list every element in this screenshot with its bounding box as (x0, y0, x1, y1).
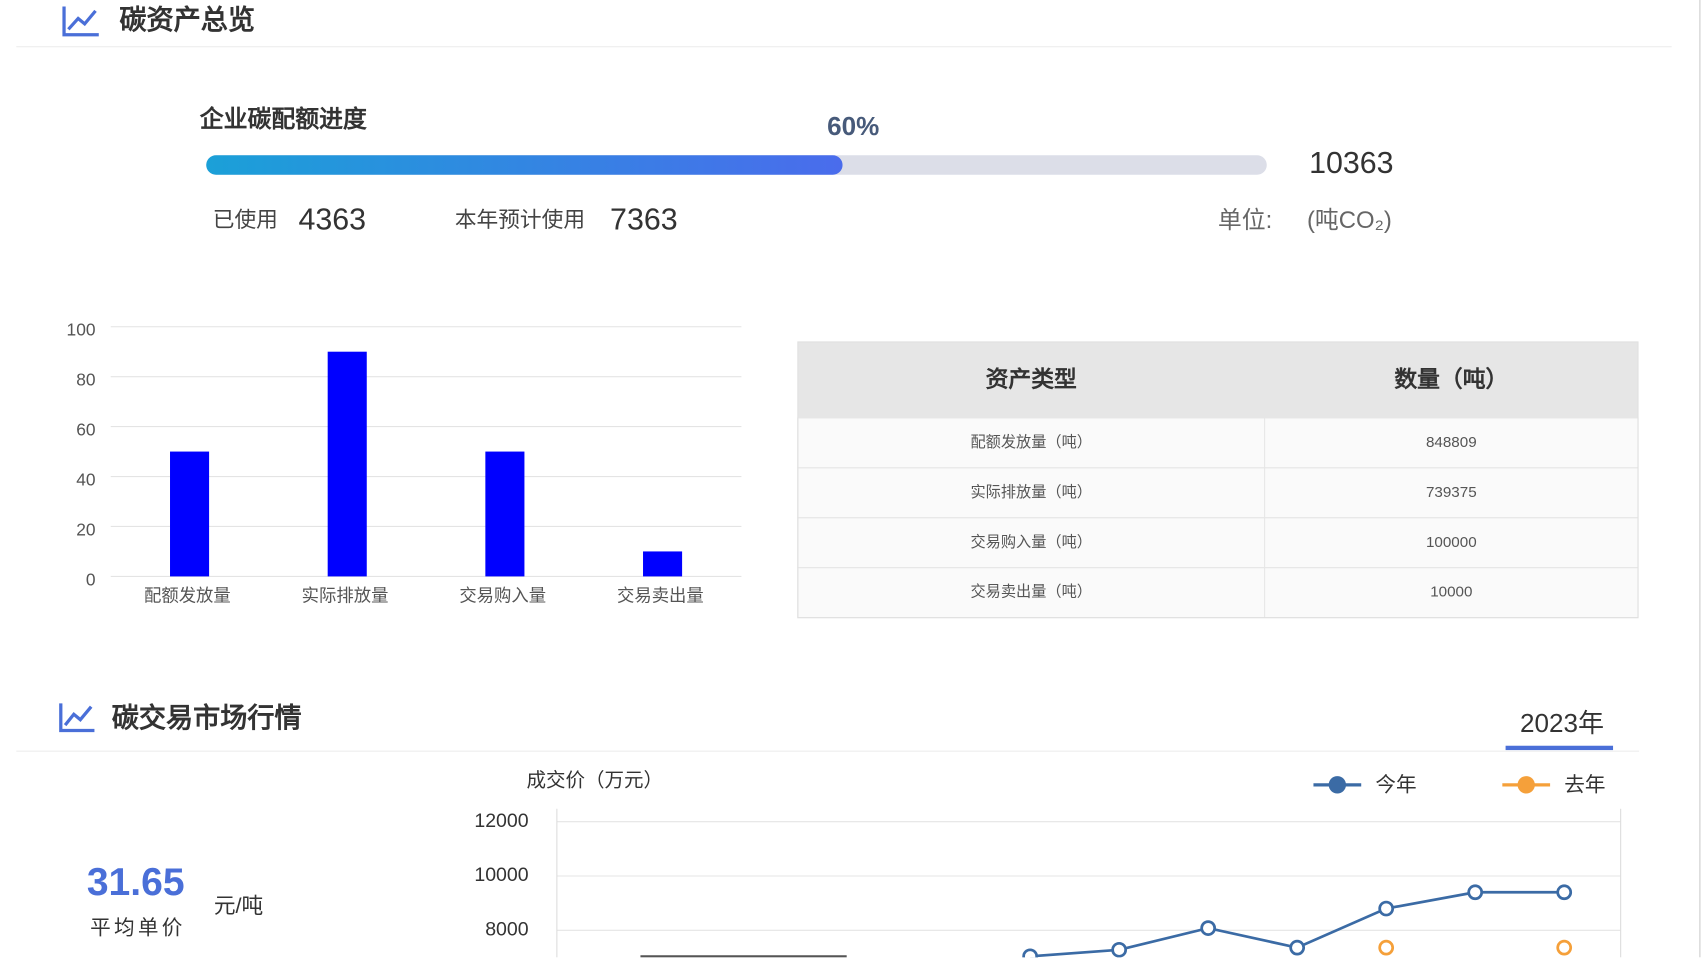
table-cell: 739375 (1426, 484, 1477, 501)
total: 10363 (1309, 146, 1393, 180)
table-cell: 配额发放量（吨） (970, 434, 1092, 451)
x-tick-label: 交易卖出量 (617, 586, 704, 606)
y-tick-label: 60 (76, 420, 95, 440)
table-row (797, 567, 1639, 619)
point (1378, 939, 1395, 956)
y-tick-label: 0 (86, 569, 96, 589)
table-row (797, 517, 1639, 569)
table-row (797, 467, 1639, 519)
y-tick-label: 10000 (474, 864, 528, 886)
table-border (797, 341, 1639, 619)
forecast-label: 本年预计使用 (455, 207, 585, 232)
used-label: 已使用 (213, 207, 278, 232)
table-cell: 848809 (1426, 434, 1477, 451)
point (1556, 884, 1573, 901)
point (1200, 920, 1217, 936)
y-axis-title: 成交价（万元） (526, 770, 663, 792)
bar (485, 451, 525, 577)
table-header: 数量（吨） (1394, 366, 1508, 392)
x-tick-label: 交易购入量 (459, 586, 546, 606)
year-tab[interactable]: 2023年 (1520, 708, 1604, 738)
avg-price: 31.65 (87, 861, 185, 904)
table-cell: 实际排放量（吨） (970, 484, 1092, 501)
y-tick-label: 20 (76, 519, 95, 539)
table-header: 资产类型 (986, 366, 1077, 392)
used: 4363 (299, 202, 367, 236)
quota-title: 企业碳配额进度 (200, 105, 367, 133)
unit-label: 单位: (1218, 207, 1272, 234)
section-title: 碳资产总览 (119, 4, 255, 35)
bar (643, 551, 683, 577)
legend-label: 去年 (1564, 773, 1605, 796)
price-unit: 元/吨 (214, 893, 263, 918)
percent-label: 60% (827, 111, 879, 141)
y-tick-label: 40 (76, 469, 95, 489)
avg-label: 平均单价 (90, 917, 185, 940)
y-tick-label: 12000 (474, 810, 528, 832)
section-title: 碳交易市场行情 (112, 702, 302, 733)
point (1467, 884, 1484, 901)
table-cell: 10000 (1430, 584, 1472, 601)
table-row (797, 417, 1639, 469)
x-tick-label: 实际排放量 (302, 586, 389, 606)
table-cell: 100000 (1426, 534, 1477, 551)
bar (170, 451, 210, 577)
point (1111, 941, 1128, 958)
y-tick-label: 80 (76, 370, 95, 390)
y-tick-label: 100 (67, 320, 96, 340)
tab-underline (1505, 745, 1614, 751)
point (1556, 939, 1573, 956)
unit: (吨CO₂) (1307, 207, 1392, 234)
table-cell: 交易购入量（吨） (970, 533, 1092, 551)
y-tick-label: 8000 (485, 918, 529, 940)
icon (59, 703, 95, 733)
asset-table: 资产类型 数量（吨） 配额发放量（吨） 848809 实际排放量（吨） 739375 交易购… (797, 341, 1639, 619)
table-cell: 交易卖出量（吨） (970, 583, 1092, 601)
icon (62, 6, 99, 37)
legend-dot (1328, 776, 1347, 794)
forecast: 7363 (610, 202, 678, 236)
progress-fill (206, 155, 843, 175)
point (1022, 948, 1039, 963)
bar (327, 351, 367, 577)
bar-edge (640, 955, 847, 958)
point (1289, 939, 1306, 956)
point (1378, 900, 1395, 917)
x-tick-label: 配额发放量 (144, 586, 231, 606)
legend-dot (1517, 776, 1535, 794)
table-header-bg (797, 341, 1639, 418)
legend-label: 今年 (1375, 773, 1416, 796)
